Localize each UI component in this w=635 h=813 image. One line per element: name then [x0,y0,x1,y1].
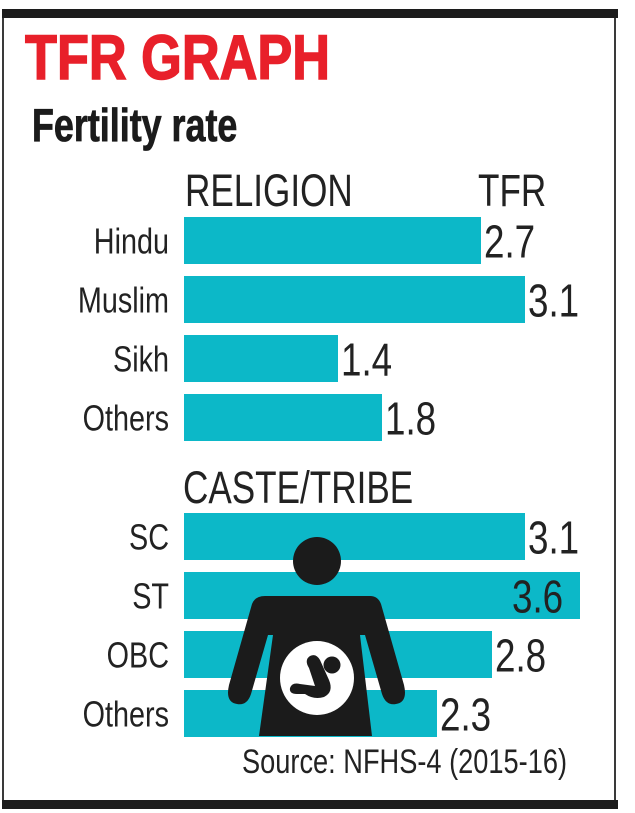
category-label: Hindu [94,220,169,261]
tfr-column-heading: TFR [478,165,547,216]
bar-religion-hindu [184,217,481,264]
bar-religion-sikh [184,335,338,382]
religion-heading: RELIGION [185,165,353,216]
pregnant-woman-icon [228,537,405,736]
value-label: 3.6 [512,571,563,623]
chart-subtitle: Fertility rate [32,99,238,151]
icon-fetus-head [323,656,341,674]
category-label: OBC [107,634,169,675]
bar-religion-muslim [184,276,525,323]
chart-title: TFR GRAPH [24,23,331,93]
caste-tribe-heading: CASTE/TRIBE [183,462,414,513]
value-label: 3.1 [528,512,579,564]
value-label: 2.7 [484,216,535,268]
category-label: Others [83,693,169,734]
labels-layer: Hindu 2.7 Muslim 3.1 Sikh 1.4 Others 1.8 SC 3.1 ST… [78,216,579,741]
source-note: Source: NFHS-4 (2015-16) [242,743,568,781]
bar-caste-tribe-sc [184,513,525,560]
value-label: 3.1 [528,275,579,327]
bottom-rule [2,800,618,809]
icon-head [293,537,341,585]
icon-fetus-body [289,655,331,698]
value-label: 2.8 [495,630,546,682]
category-label: Others [83,397,169,438]
value-label: 2.3 [440,689,491,741]
category-label: ST [132,575,169,616]
value-label: 1.8 [385,393,436,445]
bar-religion-others [184,394,382,441]
graphic-frame [2,9,616,808]
value-label: 1.4 [341,334,392,386]
top-rule [2,9,618,18]
category-label: Sikh [113,338,169,379]
category-label: Muslim [78,279,169,320]
category-label: SC [129,516,169,557]
